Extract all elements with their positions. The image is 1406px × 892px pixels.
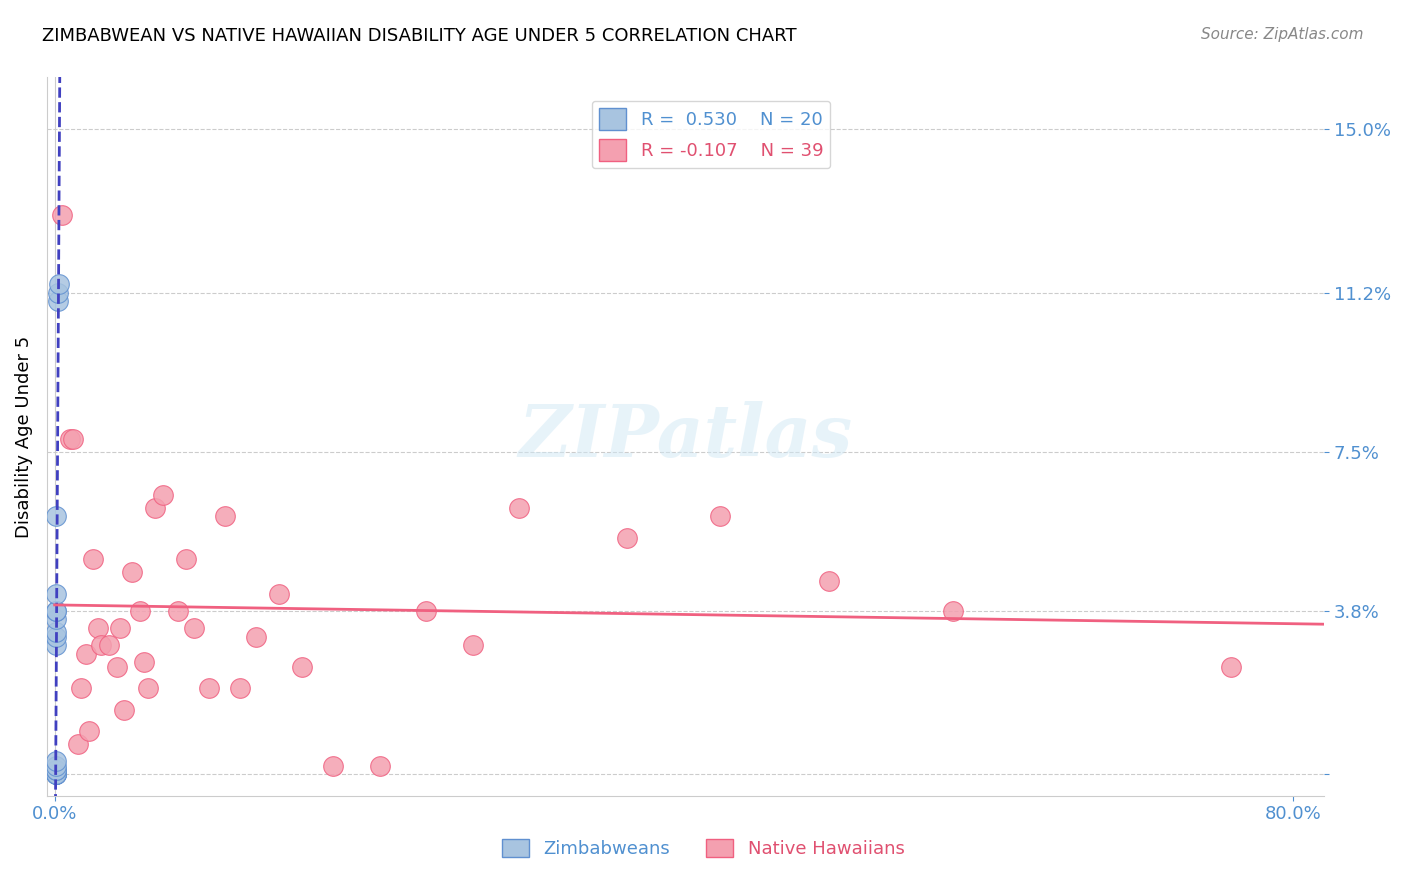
- Point: [143, 500, 166, 515]
- Point: [45, 509, 67, 524]
- Point: [167, 604, 190, 618]
- Point: [616, 531, 638, 545]
- Point: [415, 604, 437, 618]
- Point: [368, 758, 391, 772]
- Point: [45, 767, 67, 781]
- Point: [112, 703, 135, 717]
- Point: [709, 509, 731, 524]
- Legend: Zimbabweans, Native Hawaiians: Zimbabweans, Native Hawaiians: [495, 831, 911, 865]
- Point: [45, 763, 67, 777]
- Point: [45, 604, 67, 618]
- Point: [136, 681, 159, 696]
- Point: [183, 621, 205, 635]
- Point: [70, 681, 93, 696]
- Point: [66, 737, 89, 751]
- Point: [97, 638, 120, 652]
- Point: [90, 638, 112, 652]
- Point: [174, 552, 197, 566]
- Text: Source: ZipAtlas.com: Source: ZipAtlas.com: [1201, 27, 1364, 42]
- Point: [46, 294, 69, 309]
- Point: [45, 638, 67, 652]
- Point: [45, 767, 67, 781]
- Point: [45, 586, 67, 600]
- Legend: R =  0.530    N = 20, R = -0.107    N = 39: R = 0.530 N = 20, R = -0.107 N = 39: [592, 101, 831, 169]
- Point: [322, 758, 344, 772]
- Point: [46, 285, 69, 300]
- Point: [291, 659, 314, 673]
- Y-axis label: Disability Age Under 5: Disability Age Under 5: [15, 335, 32, 538]
- Point: [62, 432, 84, 446]
- Point: [59, 432, 82, 446]
- Point: [45, 763, 67, 777]
- Point: [45, 604, 67, 618]
- Point: [121, 565, 143, 579]
- Point: [942, 604, 965, 618]
- Point: [817, 574, 839, 588]
- Point: [45, 767, 67, 781]
- Point: [48, 277, 70, 291]
- Point: [229, 681, 252, 696]
- Point: [198, 681, 221, 696]
- Point: [461, 638, 484, 652]
- Point: [105, 659, 128, 673]
- Point: [45, 767, 67, 781]
- Point: [87, 621, 110, 635]
- Point: [45, 612, 67, 626]
- Point: [245, 630, 267, 644]
- Point: [82, 552, 104, 566]
- Point: [45, 758, 67, 772]
- Point: [77, 724, 100, 739]
- Point: [108, 621, 131, 635]
- Point: [1220, 659, 1243, 673]
- Point: [45, 767, 67, 781]
- Point: [128, 604, 150, 618]
- Point: [152, 488, 174, 502]
- Point: [45, 630, 67, 644]
- Text: ZIPatlas: ZIPatlas: [519, 401, 852, 472]
- Text: ZIMBABWEAN VS NATIVE HAWAIIAN DISABILITY AGE UNDER 5 CORRELATION CHART: ZIMBABWEAN VS NATIVE HAWAIIAN DISABILITY…: [42, 27, 797, 45]
- Point: [45, 755, 67, 769]
- Point: [214, 509, 236, 524]
- Point: [508, 500, 530, 515]
- Point: [45, 625, 67, 640]
- Point: [51, 208, 73, 222]
- Point: [75, 647, 97, 661]
- Point: [134, 656, 156, 670]
- Point: [269, 586, 291, 600]
